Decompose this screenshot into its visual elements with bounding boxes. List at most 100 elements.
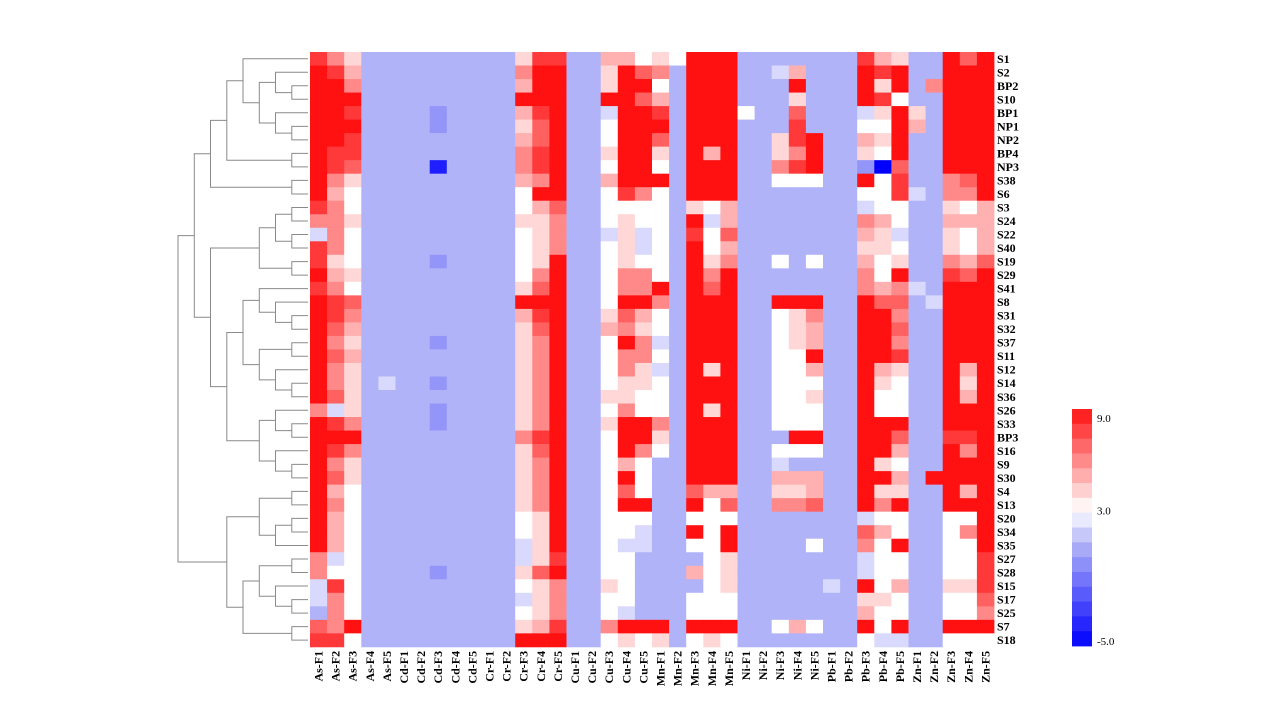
heatmap-cell <box>805 52 824 66</box>
heatmap-cell <box>720 362 738 377</box>
heatmap-cell <box>395 268 413 283</box>
heatmap-cell <box>857 525 875 540</box>
heatmap-cell <box>310 65 328 80</box>
heatmap-cell <box>976 335 995 350</box>
heatmap-cell <box>703 322 721 337</box>
heatmap-cell <box>498 376 516 391</box>
heatmap-cell <box>942 417 961 431</box>
heatmap-cell <box>327 52 345 66</box>
heatmap-cell <box>720 200 738 215</box>
heatmap-cell <box>310 146 328 161</box>
column-label: Pb-F2 <box>842 651 856 682</box>
heatmap-cell <box>361 444 379 458</box>
heatmap-cell <box>395 538 413 553</box>
heatmap-cell <box>617 281 636 296</box>
heatmap-cell <box>549 187 567 202</box>
heatmap-cell <box>481 268 499 283</box>
heatmap-cell <box>908 146 926 161</box>
heatmap-cell <box>840 335 858 350</box>
heatmap-cell <box>361 417 379 431</box>
heatmap-cell <box>823 484 841 499</box>
heatmap-cell <box>908 335 926 350</box>
heatmap-cell <box>857 322 875 337</box>
heatmap-cell <box>908 565 926 580</box>
heatmap-cell <box>395 92 413 107</box>
heatmap-cell <box>823 200 841 215</box>
heatmap-cell <box>737 552 755 567</box>
heatmap-cell <box>686 457 704 472</box>
heatmap-cell <box>361 133 379 148</box>
heatmap-cell <box>652 633 670 648</box>
heatmap-cell <box>634 254 653 269</box>
heatmap-cell <box>908 579 926 594</box>
heatmap-cell <box>361 538 379 553</box>
heatmap-cell <box>327 268 345 283</box>
heatmap-cell <box>617 444 636 458</box>
heatmap-cell <box>840 471 858 486</box>
heatmap-cell <box>429 92 448 107</box>
row-label: S15 <box>997 579 1016 593</box>
heatmap-cell <box>823 106 841 120</box>
heatmap-cell <box>737 79 755 93</box>
heatmap-cell <box>771 552 790 567</box>
heatmap-cell <box>549 565 567 580</box>
heatmap-cell <box>788 241 807 256</box>
heatmap-cell <box>754 65 773 80</box>
heatmap-cell <box>429 227 448 242</box>
heatmap-cell <box>925 403 944 418</box>
heatmap-cell <box>805 552 824 567</box>
heatmap-cell <box>395 65 413 80</box>
heatmap-cell <box>566 268 584 283</box>
heatmap-cell <box>908 65 926 80</box>
heatmap-cell <box>857 376 875 391</box>
heatmap-cell <box>515 376 533 391</box>
heatmap-cell <box>925 633 944 648</box>
heatmap-cell <box>429 214 448 229</box>
heatmap-cell <box>857 484 875 499</box>
heatmap-cell <box>549 633 567 648</box>
heatmap-cell <box>908 52 926 66</box>
heatmap-cell <box>891 417 909 431</box>
heatmap-cell <box>344 106 362 120</box>
heatmap-cell <box>686 417 704 431</box>
heatmap-cell <box>908 403 926 418</box>
heatmap-cell <box>361 390 379 404</box>
colorbar-segment <box>1072 616 1092 632</box>
heatmap-cell <box>583 484 602 499</box>
heatmap-cell <box>549 579 567 594</box>
heatmap-cell <box>686 106 704 120</box>
heatmap-cell <box>703 538 721 553</box>
heatmap-cell <box>634 349 653 364</box>
heatmap-cell <box>652 92 670 107</box>
heatmap-cell <box>771 92 790 107</box>
heatmap-cell <box>395 565 413 580</box>
heatmap-cell <box>669 200 687 215</box>
heatmap-cell <box>600 335 619 350</box>
heatmap-cell <box>686 376 704 391</box>
heatmap-cell <box>498 565 516 580</box>
heatmap-cell <box>498 457 516 472</box>
heatmap-cell <box>361 335 379 350</box>
heatmap-cell <box>874 471 892 486</box>
heatmap-cell <box>327 565 345 580</box>
heatmap-cell <box>737 538 755 553</box>
heatmap-cell <box>669 133 687 148</box>
heatmap-cell <box>874 511 892 526</box>
heatmap-cell <box>959 552 978 567</box>
heatmap-cell <box>566 592 584 607</box>
heatmap-cell <box>686 241 704 256</box>
heatmap-cell <box>976 498 995 513</box>
heatmap-cell <box>481 362 499 377</box>
heatmap-cell <box>805 160 824 175</box>
heatmap-cell <box>566 65 584 80</box>
heatmap-cell <box>874 376 892 391</box>
heatmap-cell <box>669 65 687 80</box>
heatmap-cell <box>515 227 533 242</box>
heatmap-cell <box>840 308 858 323</box>
heatmap-cell <box>874 133 892 148</box>
heatmap-cell <box>976 592 995 607</box>
heatmap-cell <box>498 403 516 418</box>
heatmap-cell <box>823 592 841 607</box>
heatmap-cell <box>463 349 482 364</box>
heatmap-cell <box>959 227 978 242</box>
